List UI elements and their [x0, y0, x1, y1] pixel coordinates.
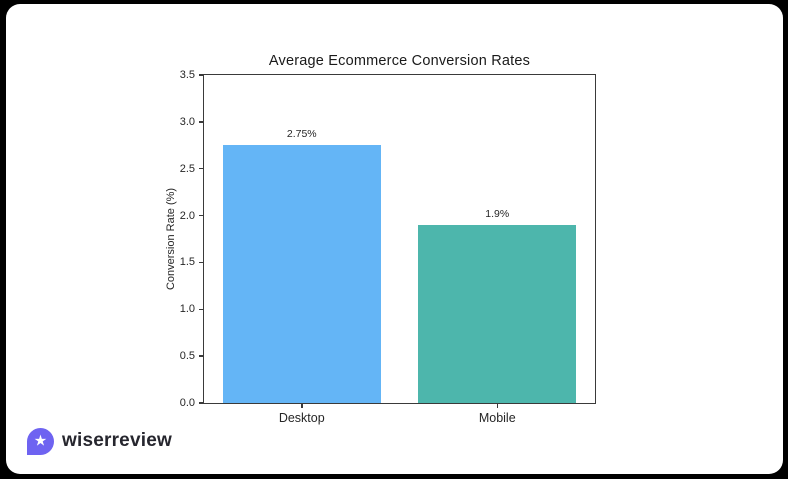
- bar-value-label: 2.75%: [286, 128, 317, 141]
- y-tick-label: 1.5: [179, 256, 195, 269]
- x-tick: [496, 403, 498, 408]
- bar-desktop: [222, 145, 381, 403]
- x-tick: [301, 403, 303, 408]
- y-tick-label: 3.0: [179, 115, 195, 128]
- y-tick-label: 0.5: [179, 350, 195, 363]
- x-tick-label: Desktop: [278, 411, 325, 425]
- y-tick: [199, 355, 204, 357]
- chart-card: [6, 4, 783, 474]
- plot-frame: [203, 74, 596, 404]
- y-tick: [199, 74, 204, 76]
- y-tick: [199, 261, 204, 264]
- y-tick: [199, 121, 204, 123]
- y-tick: [199, 308, 204, 311]
- bar-mobile: [418, 224, 577, 403]
- bar-value-label: 1.9%: [485, 207, 510, 220]
- y-tick-label: 1.0: [179, 303, 195, 316]
- y-tick-label: 2.0: [179, 209, 195, 222]
- x-tick-label: Mobile: [478, 411, 516, 425]
- y-tick-label: 2.5: [179, 162, 195, 175]
- y-tick: [199, 402, 204, 404]
- y-tick-label: 3.5: [179, 69, 195, 81]
- star-icon: ★: [27, 427, 54, 455]
- y-tick-label: 0.0: [179, 397, 195, 409]
- y-tick: [199, 167, 204, 170]
- y-tick: [199, 214, 204, 217]
- chart-title: Average Ecommerce Conversion Rates: [268, 53, 531, 69]
- wiserreview-logo: ★ wiserreview: [27, 427, 172, 455]
- logo-text: wiserreview: [62, 430, 172, 451]
